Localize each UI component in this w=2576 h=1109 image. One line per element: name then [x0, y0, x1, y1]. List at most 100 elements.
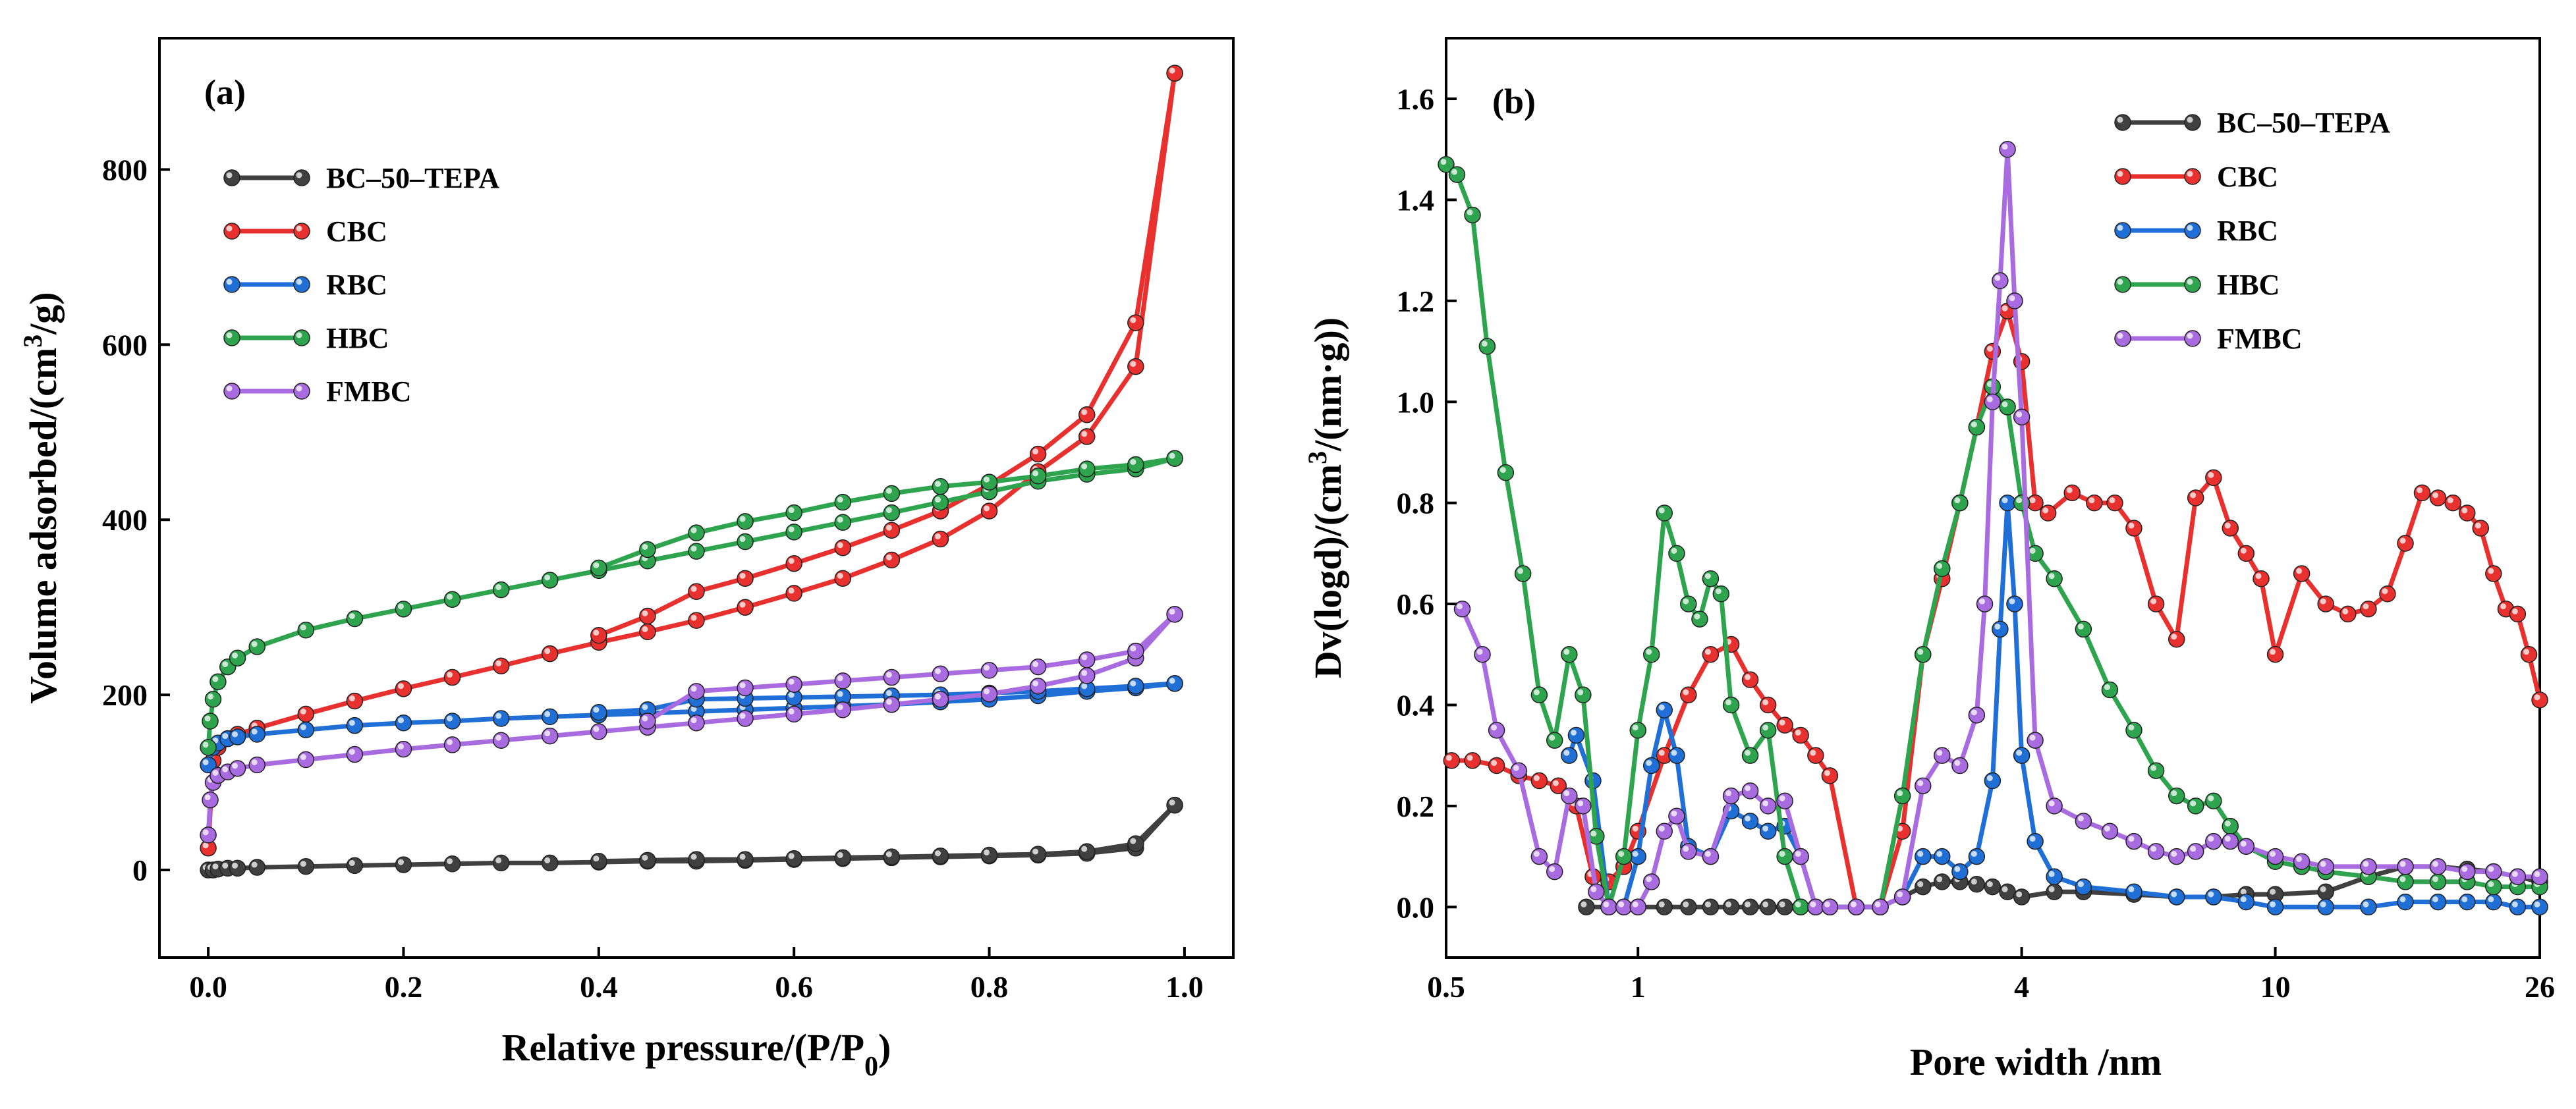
- point-bc-50-tepa: [346, 857, 364, 875]
- point-bc-50-tepa-highlight: [397, 859, 404, 865]
- point-hbc-dot: [932, 477, 949, 495]
- legend-marker-hbc-dot: [2184, 276, 2201, 293]
- point-hbc-dot: [248, 638, 266, 655]
- point-hbc-highlight: [2190, 800, 2197, 807]
- point-bc-50-tepa-dot: [834, 849, 852, 867]
- point-fmbc: [980, 686, 998, 703]
- point-fmbc-highlight: [739, 713, 746, 719]
- point-rbc-highlight: [2240, 896, 2247, 903]
- point-hbc-highlight: [2208, 795, 2214, 801]
- point-cbc: [737, 570, 754, 587]
- point-fmbc: [229, 760, 246, 777]
- point-fmbc-dot: [737, 679, 754, 697]
- legend-marker-bc-50-tepa: [223, 169, 240, 186]
- point-fmbc-dot: [1776, 792, 1793, 809]
- point-fmbc: [1821, 898, 1839, 916]
- point-fmbc: [1792, 848, 1809, 865]
- point-cbc-dot: [2520, 646, 2538, 663]
- point-bc-50-tepa: [1166, 796, 1183, 814]
- point-cbc: [1807, 747, 1824, 764]
- point-rbc-dot: [2125, 883, 2142, 901]
- point-fmbc-highlight: [447, 739, 453, 745]
- legend-item-hbc: HBC: [223, 322, 389, 354]
- point-cbc: [2125, 520, 2142, 537]
- point-fmbc: [1600, 898, 1617, 916]
- point-hbc-highlight: [837, 497, 843, 503]
- point-fmbc-highlight: [984, 688, 990, 695]
- point-hbc-dot: [1776, 848, 1793, 865]
- point-bc-50-tepa-highlight: [349, 859, 355, 866]
- point-bc-50-tepa: [834, 849, 852, 867]
- point-hbc-dot: [1668, 545, 1685, 562]
- legend-item-rbc: RBC: [2114, 215, 2278, 247]
- point-hbc: [932, 477, 949, 495]
- series-rbc-line-0: [1567, 500, 2540, 909]
- point-fmbc-highlight: [1491, 724, 1498, 731]
- point-fmbc: [395, 740, 412, 758]
- point-rbc-dot: [2459, 893, 2476, 911]
- point-hbc-dot: [492, 581, 510, 599]
- point-hbc-dot: [834, 514, 852, 531]
- point-bc-50-tepa: [1984, 878, 2002, 896]
- point-cbc-dot: [1807, 747, 1824, 764]
- point-hbc-dot: [1722, 696, 1740, 714]
- point-bc-50-tepa-dot: [932, 848, 949, 865]
- point-fmbc-dot: [1078, 667, 1096, 684]
- point-rbc-dot: [2397, 893, 2414, 911]
- point-hbc-dot: [737, 513, 754, 530]
- legend-item-bc-50-tepa: BC–50–TEPA: [223, 162, 499, 194]
- x-tick-label: 4: [2014, 970, 2029, 1004]
- point-cbc: [2339, 605, 2357, 623]
- point-hbc-highlight: [208, 693, 213, 700]
- point-cbc-dot: [737, 599, 754, 616]
- point-fmbc: [1078, 651, 1096, 668]
- point-hbc: [1893, 787, 1911, 805]
- point-fmbc-dot: [980, 662, 998, 679]
- legend-marker-rbc-highlight: [226, 279, 233, 285]
- point-fmbc-dot: [1453, 600, 1471, 618]
- point-fmbc-dot: [1588, 883, 1605, 901]
- point-hbc-highlight: [1779, 851, 1785, 857]
- point-fmbc: [737, 679, 754, 697]
- point-bc-50-tepa: [248, 859, 266, 876]
- point-hbc: [1127, 456, 1144, 473]
- point-cbc-highlight: [2190, 492, 2197, 499]
- point-fmbc-highlight: [1795, 851, 1801, 857]
- point-cbc-highlight: [2416, 487, 2422, 493]
- point-cbc-highlight: [2208, 472, 2214, 478]
- point-bc-50-tepa: [1656, 898, 1673, 916]
- point-bc-50-tepa-highlight: [300, 861, 306, 867]
- point-fmbc: [1546, 863, 1563, 880]
- point-cbc-dot: [1127, 314, 1144, 331]
- point-fmbc: [1741, 782, 1759, 799]
- point-fmbc-dot: [1029, 678, 1047, 695]
- point-bc-50-tepa: [1029, 846, 1047, 863]
- point-fmbc: [1561, 787, 1578, 805]
- point-hbc: [248, 638, 266, 655]
- point-hbc-highlight: [837, 516, 843, 523]
- legend-marker-hbc-highlight: [2117, 279, 2123, 285]
- point-fmbc-dot: [1615, 898, 1633, 916]
- point-bc-50-tepa-dot: [1166, 796, 1183, 814]
- point-cbc-dot: [2266, 646, 2284, 663]
- point-fmbc: [2485, 863, 2502, 880]
- point-fmbc-highlight: [2190, 846, 2197, 852]
- point-rbc: [2046, 868, 2063, 886]
- point-rbc-dot: [1127, 678, 1144, 695]
- point-rbc-dot: [2360, 898, 2377, 916]
- point-fmbc-dot: [1702, 848, 1720, 865]
- point-hbc-dot: [1575, 686, 1592, 703]
- point-bc-50-tepa-dot: [297, 857, 315, 875]
- point-fmbc: [1968, 707, 1986, 724]
- point-cbc-highlight: [1683, 689, 1689, 695]
- point-cbc-highlight: [2128, 522, 2135, 529]
- point-fmbc-highlight: [2016, 411, 2023, 418]
- point-cbc: [2379, 585, 2396, 603]
- panel-a-ticks: 0.0 0.2 0.4 0.6 0.8 1.0 0 200 400 600 800: [102, 153, 1204, 1004]
- point-cbc-dot: [2444, 494, 2461, 512]
- point-hbc-dot: [688, 543, 705, 560]
- point-cbc-highlight: [788, 558, 795, 564]
- point-fmbc-dot: [2317, 858, 2334, 875]
- point-fmbc-highlight: [2270, 851, 2276, 857]
- point-cbc: [1029, 445, 1047, 463]
